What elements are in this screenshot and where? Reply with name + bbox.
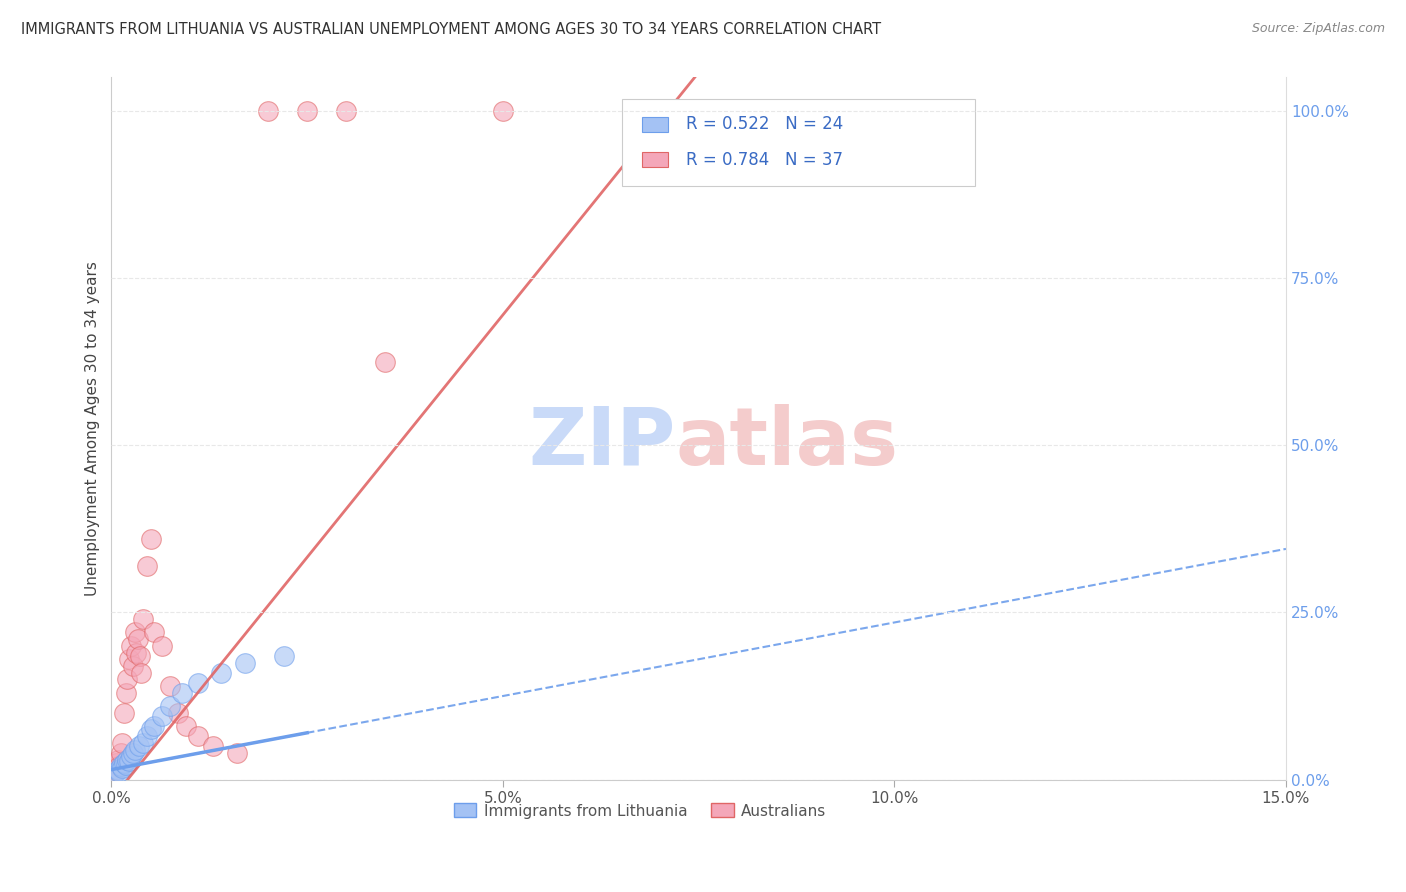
Point bbox=[127, 632, 149, 647]
Point bbox=[202, 739, 225, 754]
Point bbox=[111, 736, 134, 750]
Text: IMMIGRANTS FROM LITHUANIA VS AUSTRALIAN UNEMPLOYMENT AMONG AGES 30 TO 34 YEARS C: IMMIGRANTS FROM LITHUANIA VS AUSTRALIAN … bbox=[21, 22, 882, 37]
Point bbox=[143, 719, 166, 733]
Point bbox=[103, 763, 125, 777]
Point bbox=[143, 625, 166, 640]
Point bbox=[114, 686, 136, 700]
Point bbox=[167, 706, 190, 720]
Point bbox=[233, 656, 256, 670]
Y-axis label: Unemployment Among Ages 30 to 34 years: Unemployment Among Ages 30 to 34 years bbox=[86, 261, 100, 596]
Point bbox=[132, 736, 155, 750]
Point bbox=[104, 766, 127, 780]
Point bbox=[112, 756, 135, 770]
FancyBboxPatch shape bbox=[643, 152, 668, 168]
Point bbox=[844, 103, 866, 118]
Text: R = 0.522   N = 24: R = 0.522 N = 24 bbox=[686, 115, 844, 134]
Point bbox=[139, 723, 162, 737]
Point bbox=[117, 754, 139, 768]
Point bbox=[159, 699, 181, 714]
Point bbox=[108, 759, 131, 773]
Point bbox=[125, 646, 148, 660]
Point bbox=[124, 742, 146, 756]
Point bbox=[132, 612, 155, 626]
Point bbox=[114, 758, 136, 772]
Point bbox=[804, 103, 827, 118]
Point bbox=[124, 625, 146, 640]
Point bbox=[135, 729, 157, 743]
FancyBboxPatch shape bbox=[643, 117, 668, 132]
Point bbox=[257, 103, 280, 118]
Point bbox=[170, 686, 193, 700]
Point bbox=[120, 749, 142, 764]
Point bbox=[766, 103, 789, 118]
Legend: Immigrants from Lithuania, Australians: Immigrants from Lithuania, Australians bbox=[447, 797, 832, 824]
Point bbox=[225, 746, 247, 760]
Point bbox=[295, 103, 318, 118]
Point bbox=[110, 746, 132, 760]
Point bbox=[159, 679, 181, 693]
Point bbox=[492, 103, 515, 118]
Point bbox=[117, 652, 139, 666]
Point bbox=[108, 764, 131, 779]
Text: ZIP: ZIP bbox=[527, 403, 675, 482]
Point bbox=[209, 665, 232, 680]
Point bbox=[139, 532, 162, 546]
Point bbox=[107, 763, 129, 777]
Point bbox=[112, 706, 135, 720]
Point bbox=[187, 729, 209, 743]
Point bbox=[150, 639, 173, 653]
Point bbox=[174, 719, 197, 733]
Point bbox=[135, 558, 157, 573]
Point bbox=[187, 675, 209, 690]
Point bbox=[105, 756, 128, 770]
Point bbox=[150, 709, 173, 723]
Point bbox=[129, 665, 152, 680]
Point bbox=[128, 739, 150, 754]
Point bbox=[107, 753, 129, 767]
Text: Source: ZipAtlas.com: Source: ZipAtlas.com bbox=[1251, 22, 1385, 36]
Point bbox=[648, 103, 671, 118]
Point bbox=[128, 648, 150, 663]
FancyBboxPatch shape bbox=[623, 98, 974, 186]
Text: atlas: atlas bbox=[675, 403, 898, 482]
Point bbox=[120, 639, 142, 653]
Point bbox=[115, 673, 138, 687]
Point bbox=[273, 648, 295, 663]
Point bbox=[122, 746, 145, 760]
Point bbox=[110, 759, 132, 773]
Point bbox=[335, 103, 357, 118]
Point bbox=[115, 753, 138, 767]
Point bbox=[111, 761, 134, 775]
Text: R = 0.784   N = 37: R = 0.784 N = 37 bbox=[686, 151, 842, 169]
Point bbox=[122, 659, 145, 673]
Point bbox=[374, 354, 396, 368]
